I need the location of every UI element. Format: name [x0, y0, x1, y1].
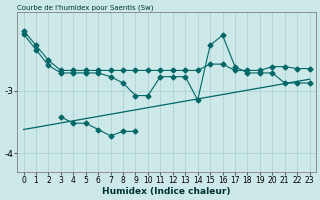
Text: Courbe de l'humidex pour Saentis (Sw): Courbe de l'humidex pour Saentis (Sw) — [17, 4, 154, 11]
X-axis label: Humidex (Indice chaleur): Humidex (Indice chaleur) — [102, 187, 231, 196]
